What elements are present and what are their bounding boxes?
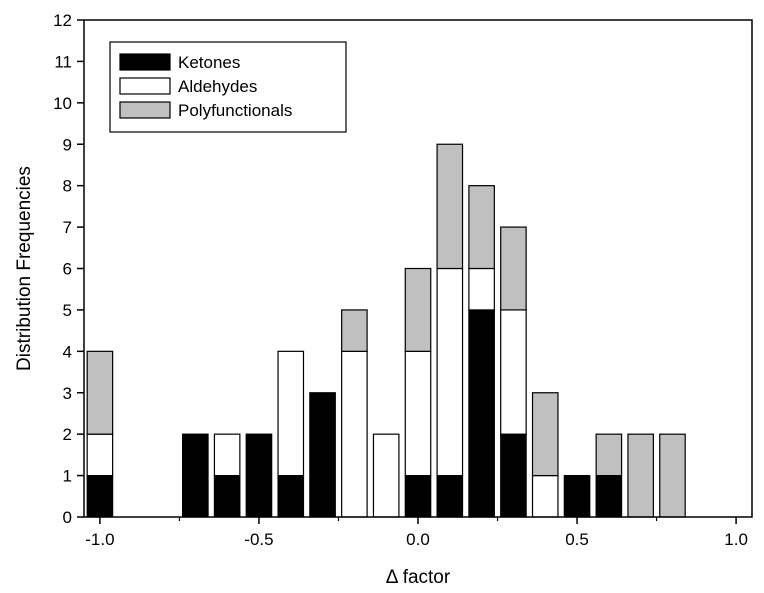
bar-ketones-0: [86, 474, 114, 518]
bar-ketones-10: [468, 309, 495, 518]
y-tick-label: 2: [63, 425, 72, 444]
legend-swatch-polyfunctionals: [119, 101, 171, 119]
bar-aldehydes-10: [468, 267, 495, 311]
y-tick-label: 1: [63, 467, 72, 486]
bar-polyfunctionals-12: [531, 392, 559, 477]
x-axis: -1.0 -0.5 0.0 0.5 1.0: [85, 517, 748, 549]
x-tick-label: -0.5: [244, 530, 273, 549]
legend-label-aldehydes: Aldehydes: [178, 77, 257, 96]
y-tick-label: 12: [53, 11, 72, 30]
y-tick-label: 11: [54, 52, 72, 71]
bar-ketones-3: [245, 433, 273, 518]
bar-polyfunctionals-9: [436, 143, 464, 270]
y-axis-title: Distribution Frequencies: [14, 166, 35, 371]
bar-aldehydes-4: [277, 350, 305, 477]
x-tick-label: -1.0: [85, 530, 114, 549]
y-tick-label: 3: [63, 384, 72, 403]
bar-aldehydes-8: [404, 350, 432, 477]
bar-aldehydes-11: [500, 309, 527, 435]
bar-polyfunctionals-10: [468, 185, 495, 270]
bar-aldehydes-9: [436, 267, 464, 477]
y-tick-label: 5: [63, 301, 72, 320]
bar-ketones-11: [500, 433, 527, 518]
bar-ketones-8: [404, 474, 432, 518]
legend-label-polyfunctionals: Polyfunctionals: [178, 101, 292, 120]
bar-aldehydes-0: [86, 433, 114, 477]
y-tick-label: 6: [63, 260, 72, 279]
y-tick-label: 7: [63, 218, 72, 237]
legend-swatch-aldehydes: [119, 77, 171, 95]
bar-ketones-2: [213, 474, 241, 518]
x-tick-label: 0.0: [406, 530, 430, 549]
bar-ketones-13: [563, 474, 591, 518]
x-axis-title: Δ factor: [386, 567, 451, 588]
bar-polyfunctionals-6: [341, 309, 368, 352]
bar-aldehydes-2: [213, 433, 241, 477]
y-tick-label: 4: [63, 342, 72, 361]
bar-ketones-9: [436, 474, 464, 518]
bar-polyfunctionals-0: [86, 350, 114, 435]
bar-ketones-4: [277, 474, 305, 518]
bar-polyfunctionals-11: [500, 226, 527, 311]
bar-aldehydes-12: [531, 474, 559, 518]
legend-label-ketones: Ketones: [178, 53, 240, 72]
bar-ketones-5: [309, 392, 336, 518]
y-tick-label: 9: [63, 135, 72, 154]
bar-ketones-14: [595, 474, 623, 518]
y-tick-label: 10: [53, 94, 72, 113]
bar-polyfunctionals-14: [595, 433, 623, 477]
bar-aldehydes-7: [372, 433, 400, 518]
bar-polyfunctionals-15: [627, 433, 654, 518]
legend-swatch-ketones: [119, 53, 171, 71]
bar-polyfunctionals-8: [404, 267, 432, 352]
bars-layer: [86, 143, 686, 518]
y-tick-label: 8: [63, 177, 72, 196]
bar-polyfunctionals-16: [659, 433, 686, 518]
bar-ketones-1: [182, 433, 209, 518]
bar-aldehydes-6: [341, 350, 368, 518]
x-tick-label: 1.0: [724, 530, 748, 549]
legend: Ketones Aldehydes Polyfunctionals: [109, 41, 347, 133]
x-tick-label: 0.5: [565, 530, 589, 549]
y-tick-label: 0: [63, 508, 72, 527]
